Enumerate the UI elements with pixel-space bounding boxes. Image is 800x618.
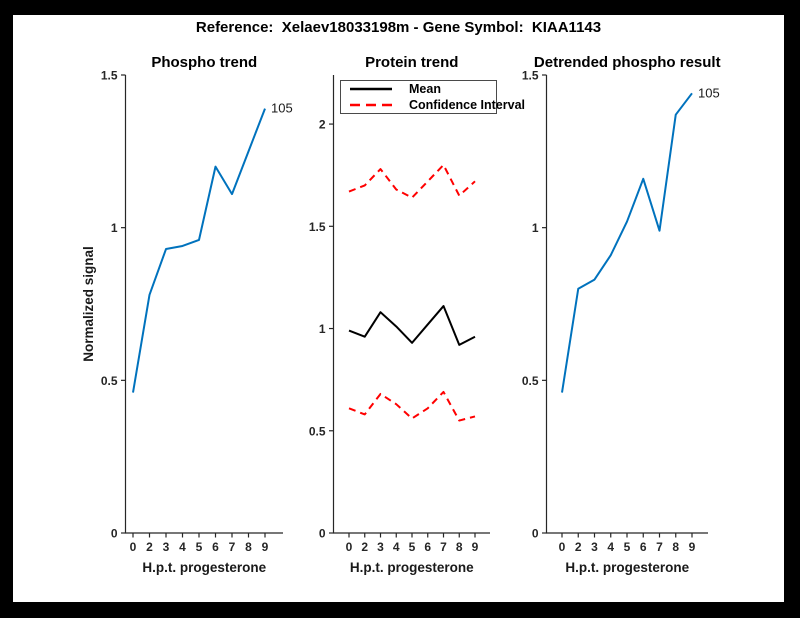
y-axis-label: Normalized signal (81, 246, 96, 362)
x-tick-label: 9 (472, 540, 479, 554)
x-axis-label: H.p.t. progesterone (350, 560, 474, 575)
figure-canvas: Reference: Xelaev18033198m - Gene Symbol… (13, 15, 784, 602)
legend-item-confidence-interval: Confidence Interval (341, 97, 525, 112)
series-end-label: 105 (698, 85, 720, 100)
x-tick-label: 3 (163, 540, 170, 554)
x-tick-label: 6 (212, 540, 219, 554)
panel-0-series-0 (132, 108, 266, 393)
x-tick-label: 2 (575, 540, 582, 554)
x-tick-label: 7 (440, 540, 447, 554)
x-tick-label: 5 (409, 540, 416, 554)
x-tick-label: 6 (640, 540, 647, 554)
y-tick-label: 1.5 (101, 69, 118, 83)
x-tick-label: 8 (245, 540, 252, 554)
y-tick-label: 0.5 (522, 374, 539, 388)
x-tick-label: 7 (229, 540, 236, 554)
panel-title: Phospho trend (151, 54, 257, 71)
confidence-interval-line-swatch (350, 103, 392, 107)
x-tick-label: 9 (262, 540, 269, 554)
y-tick-label: 1 (319, 322, 326, 336)
legend-item-mean: Mean (341, 82, 496, 97)
x-tick-label: 4 (393, 540, 400, 554)
y-tick-label: 0 (532, 527, 539, 541)
series-end-label: 105 (271, 101, 293, 116)
panel-1-series-1 (348, 163, 476, 199)
panel-1-series-2 (348, 390, 476, 422)
x-tick-label: 8 (456, 540, 463, 554)
x-tick-label: 3 (377, 540, 384, 554)
legend-box: Mean Confidence Interval (340, 80, 525, 114)
x-tick-label: 3 (591, 540, 598, 554)
y-tick-label: 2 (319, 118, 326, 132)
x-tick-label: 6 (424, 540, 431, 554)
y-tick-label: 0.5 (101, 374, 118, 388)
panel-title: Protein trend (365, 54, 458, 71)
y-tick-label: 1.5 (522, 69, 539, 83)
x-tick-label: 0 (130, 540, 137, 554)
figure-title: Reference: Xelaev18033198m - Gene Symbol… (195, 19, 602, 36)
legend-label-mean: Mean (409, 81, 441, 96)
x-tick-label: 5 (624, 540, 631, 554)
legend-label-confidence-interval: Confidence Interval (409, 97, 525, 112)
y-tick-label: 0.5 (309, 424, 326, 438)
x-tick-label: 8 (672, 540, 679, 554)
x-tick-label: 7 (656, 540, 663, 554)
x-tick-label: 4 (179, 540, 186, 554)
x-axis-label: H.p.t. progesterone (142, 560, 266, 575)
x-tick-label: 2 (361, 540, 368, 554)
x-tick-label: 0 (346, 540, 353, 554)
x-tick-label: 0 (559, 540, 566, 554)
x-tick-label: 9 (689, 540, 696, 554)
y-tick-label: 1 (532, 221, 539, 235)
y-tick-label: 1 (111, 221, 118, 235)
axes-spines (545, 75, 708, 534)
panel-title: Detrended phospho result (534, 54, 721, 71)
panel-1-series-0 (348, 305, 476, 346)
mean-line-swatch (350, 87, 392, 91)
x-tick-label: 5 (196, 540, 203, 554)
axes-spines (332, 75, 490, 534)
x-axis-label: H.p.t. progesterone (565, 560, 689, 575)
y-tick-label: 0 (111, 527, 118, 541)
x-tick-label: 4 (607, 540, 614, 554)
y-tick-label: 1.5 (309, 220, 326, 234)
axes-spines (124, 75, 283, 534)
panel-2-series-0 (561, 92, 693, 393)
x-tick-label: 2 (146, 540, 153, 554)
y-tick-label: 0 (319, 527, 326, 541)
